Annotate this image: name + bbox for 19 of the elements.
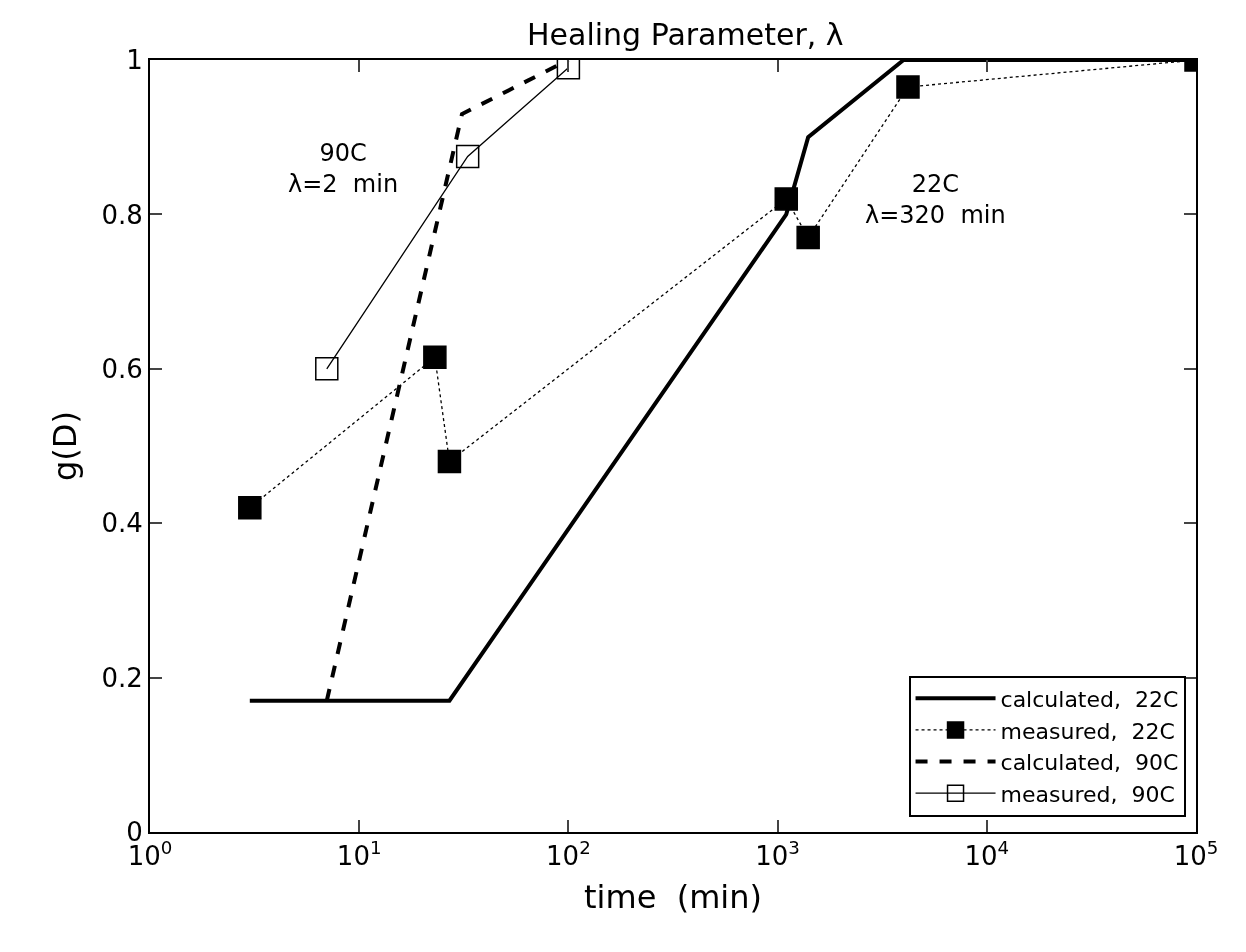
legend-label: calculated, 90C xyxy=(1000,750,1179,776)
x-tick-label: 10$^{2}$ xyxy=(546,837,591,872)
x-axis-title: time (min) xyxy=(584,877,762,916)
x-tick-label: 10$^{5}$ xyxy=(1173,837,1219,872)
annotation: 90C λ=2 min xyxy=(288,139,399,199)
x-tick-label: 10$^{1}$ xyxy=(336,837,382,872)
legend-label: measured, 90C xyxy=(1000,781,1175,807)
annotation: 22C λ=320 min xyxy=(865,170,1006,230)
y-tick-label: 0.6 xyxy=(101,353,143,384)
y-tick-label: 1 xyxy=(126,45,143,76)
legend-label: measured, 22C xyxy=(1000,718,1175,744)
chart-title: Healing Parameter, λ xyxy=(527,16,844,52)
y-tick-label: 0.4 xyxy=(101,508,143,539)
legend-label: calculated, 22C xyxy=(1000,686,1179,712)
y-axis-title: g(D) xyxy=(46,411,85,481)
x-tick-label: 10$^{3}$ xyxy=(755,837,800,872)
y-tick-label: 0.8 xyxy=(101,199,143,230)
y-tick-label: 0.2 xyxy=(101,662,143,693)
x-tick-label: 10$^{4}$ xyxy=(964,837,1010,872)
